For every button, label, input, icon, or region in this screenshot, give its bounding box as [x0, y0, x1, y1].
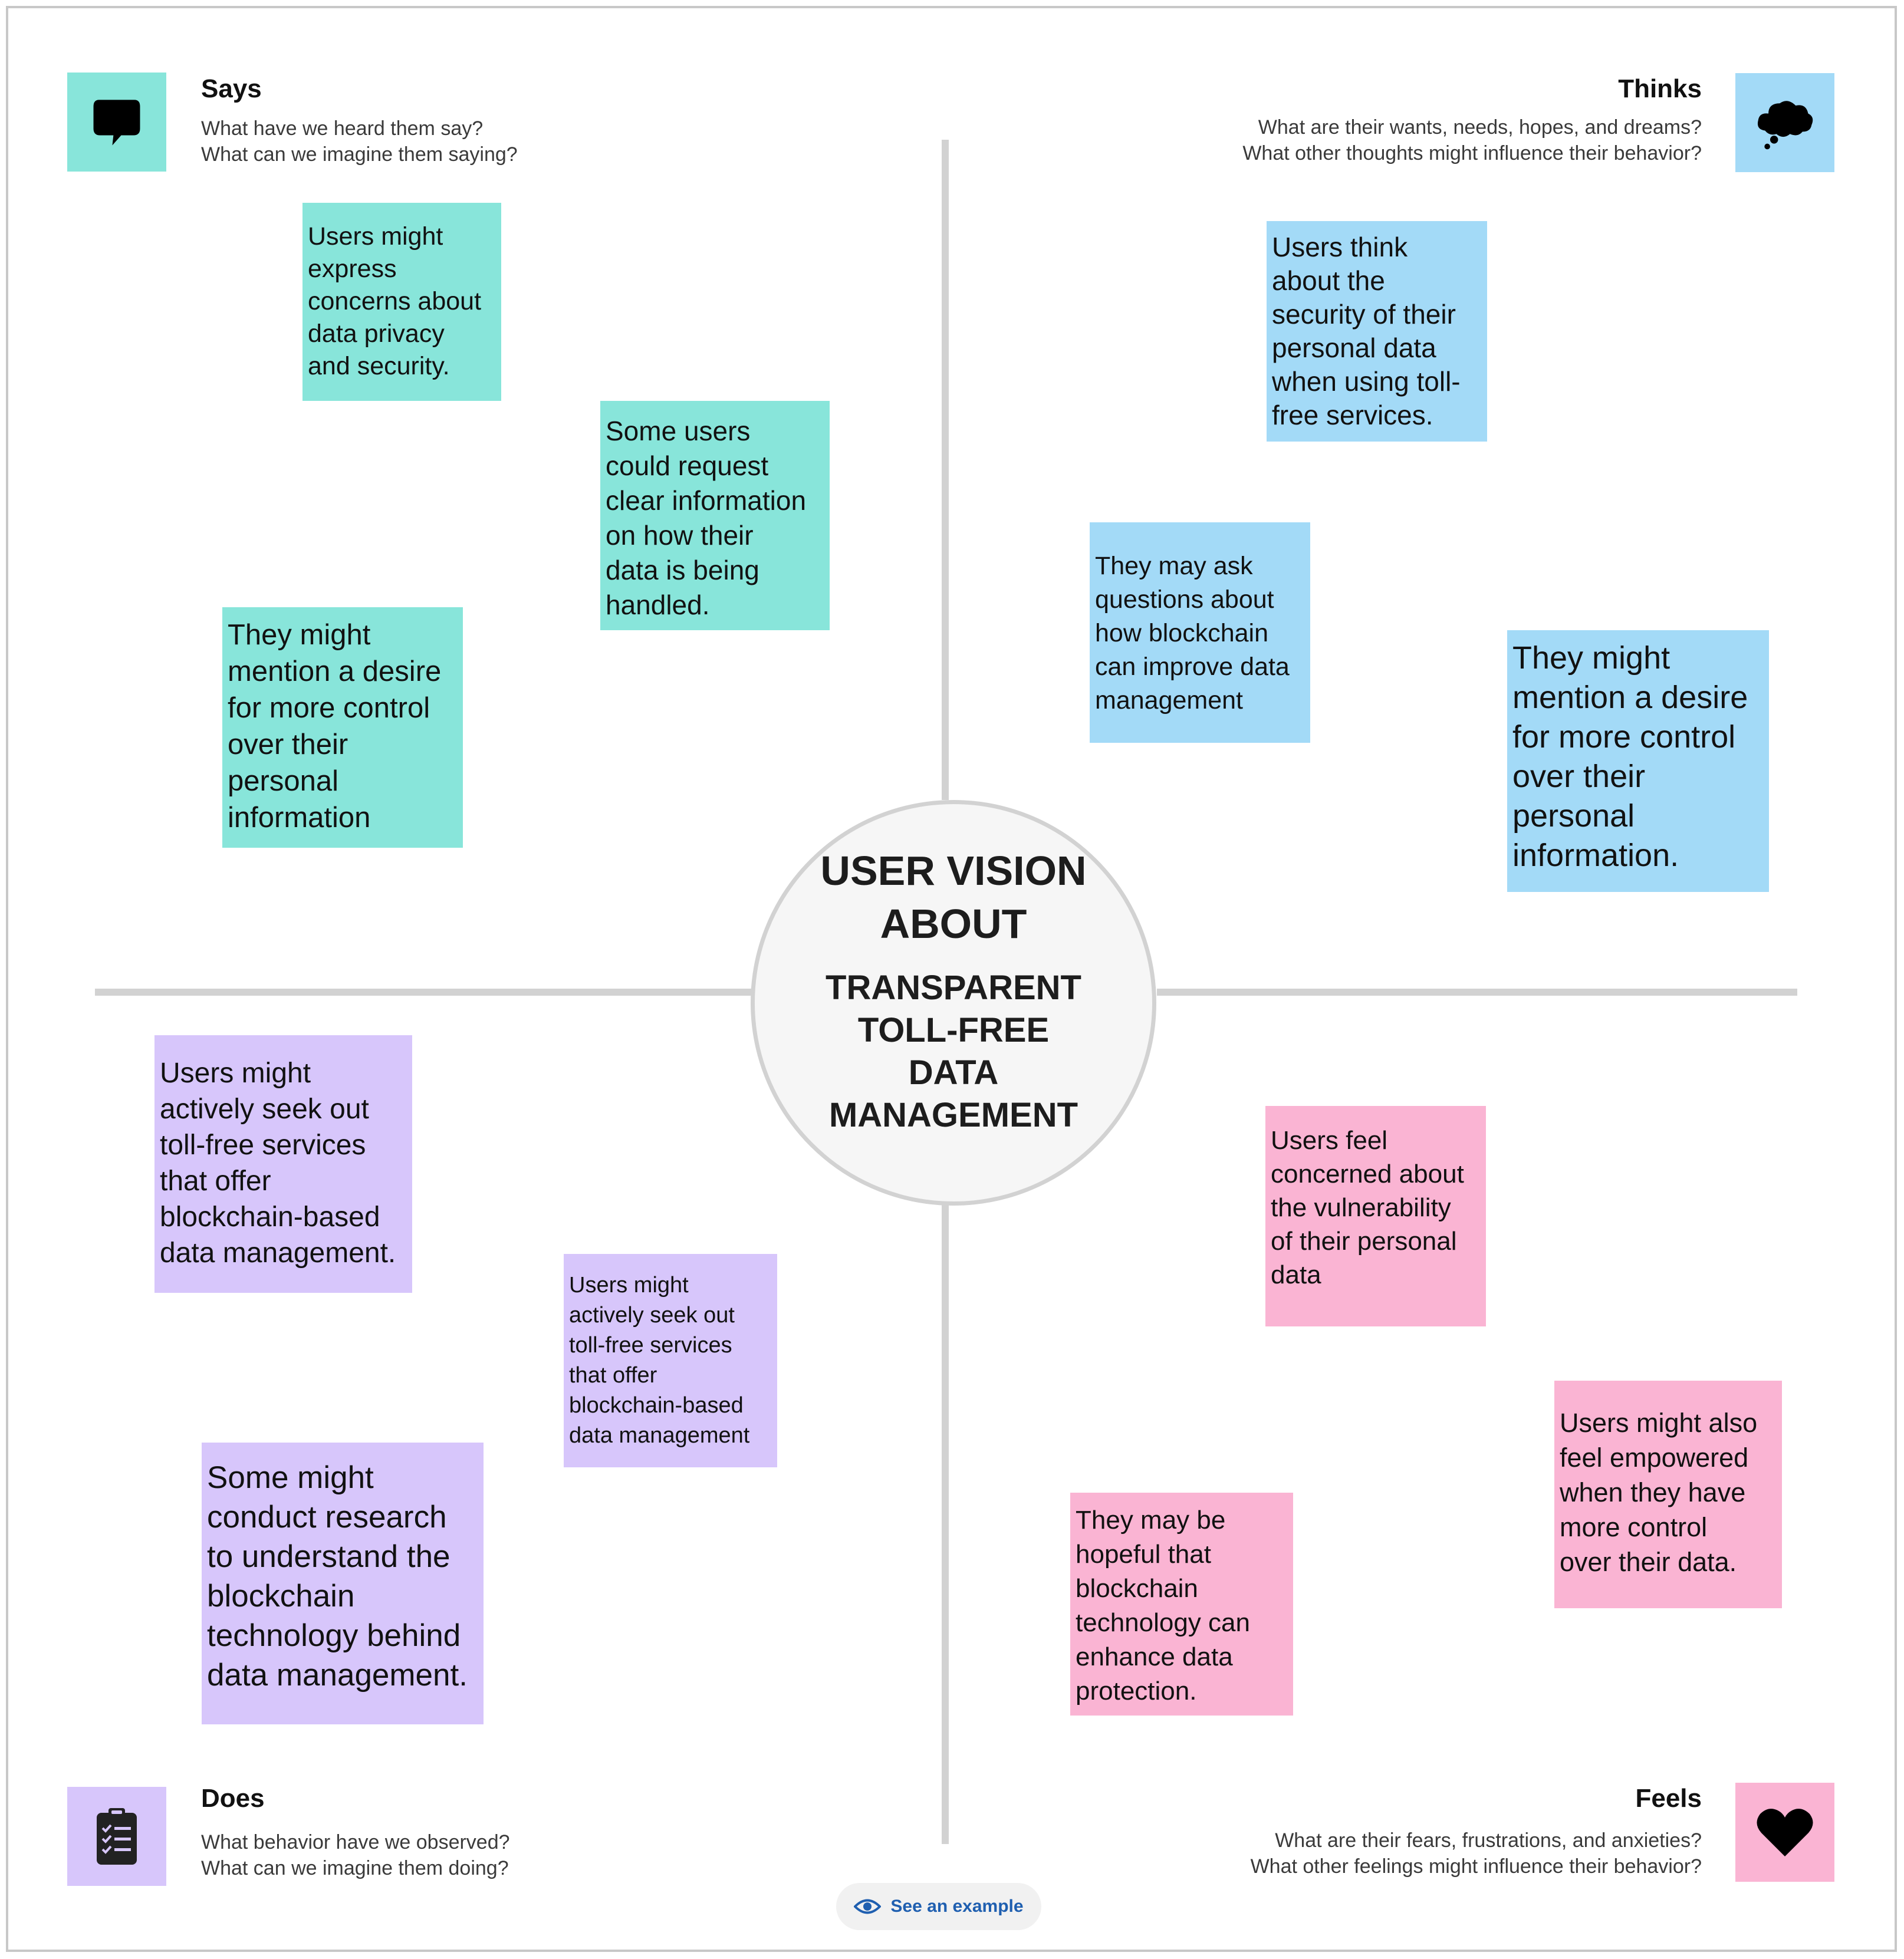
thought-cloud-icon: [1735, 73, 1834, 172]
sticky-note[interactable]: Users might actively seek out toll-free …: [154, 1035, 412, 1293]
sticky-note[interactable]: Some might conduct research to understan…: [202, 1443, 484, 1724]
feels-description: What are their fears, frustrations, and …: [1250, 1829, 1702, 1878]
eye-icon: [854, 1899, 882, 1914]
says-title: Says: [201, 74, 262, 103]
says-description: What have we heard them say? What can we…: [201, 117, 518, 166]
sticky-note[interactable]: They may be hopeful that blockchain tech…: [1070, 1493, 1293, 1716]
sticky-note[interactable]: Users feel concerned about the vulnerabi…: [1265, 1106, 1486, 1326]
canvas-frame: [6, 6, 1897, 1952]
does-description: What behavior have we observed? What can…: [201, 1831, 510, 1879]
sticky-note[interactable]: They might mention a desire for more con…: [1507, 630, 1769, 892]
clipboard-checklist-icon: [67, 1787, 166, 1886]
see-example-button[interactable]: See an example: [836, 1883, 1041, 1930]
sticky-note[interactable]: Users might express concerns about data …: [302, 203, 501, 401]
sticky-note[interactable]: Some users could request clear informati…: [600, 401, 830, 630]
horizontal-axis-right: [1157, 989, 1797, 996]
sticky-note[interactable]: Users might also feel empowered when the…: [1554, 1381, 1782, 1608]
center-circle: [751, 800, 1156, 1206]
horizontal-axis-left: [95, 989, 752, 996]
sticky-note[interactable]: Users might actively seek out toll-free …: [564, 1254, 777, 1467]
thinks-description: What are their wants, needs, hopes, and …: [1242, 116, 1702, 164]
vertical-axis-top: [942, 140, 949, 800]
heart-icon: [1735, 1783, 1834, 1882]
does-title: Does: [201, 1784, 265, 1813]
vertical-axis-bottom: [942, 1201, 949, 1844]
thinks-title: Thinks: [1618, 74, 1702, 103]
see-example-label: See an example: [890, 1897, 1024, 1916]
feels-title: Feels: [1635, 1784, 1702, 1813]
sticky-note[interactable]: They might mention a desire for more con…: [222, 607, 463, 848]
center-title: USER VISION ABOUT: [820, 848, 1087, 947]
center-subtitle: TRANSPARENT TOLL-FREE DATA MANAGEMENT: [826, 969, 1081, 1134]
speech-bubble-icon: [67, 73, 166, 172]
sticky-note[interactable]: They may ask questions about how blockch…: [1090, 522, 1310, 743]
sticky-note[interactable]: Users think about the security of their …: [1267, 221, 1487, 442]
